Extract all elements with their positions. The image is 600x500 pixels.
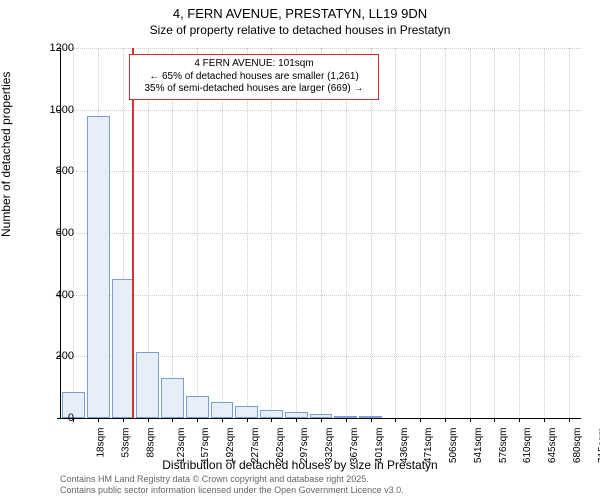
gridline-v	[321, 48, 322, 418]
ytick-label: 800	[34, 165, 74, 177]
annotation-box: 4 FERN AVENUE: 101sqm← 65% of detached h…	[129, 54, 379, 100]
xtick-mark	[172, 418, 173, 422]
gridline-v	[172, 48, 173, 418]
xtick-mark	[445, 418, 446, 422]
chart-subtitle: Size of property relative to detached ho…	[0, 23, 600, 41]
footer-attribution: Contains HM Land Registry data © Crown c…	[60, 474, 404, 497]
xtick-mark	[148, 418, 149, 422]
bar	[161, 378, 184, 418]
xtick-mark	[420, 418, 421, 422]
gridline-v	[247, 48, 248, 418]
bar	[136, 352, 159, 418]
bar	[211, 402, 234, 418]
footer-line2: Contains public sector information licen…	[60, 485, 404, 496]
gridline-v	[445, 48, 446, 418]
xtick-mark	[222, 418, 223, 422]
xtick-mark	[519, 418, 520, 422]
bar	[186, 396, 209, 418]
gridline-v	[569, 48, 570, 418]
xtick-mark	[247, 418, 248, 422]
bar	[260, 410, 283, 418]
ytick-label: 1200	[34, 42, 74, 54]
xtick-mark	[569, 418, 570, 422]
xtick-mark	[544, 418, 545, 422]
bar	[235, 406, 258, 418]
xtick-mark	[395, 418, 396, 422]
chart-container: 4, FERN AVENUE, PRESTATYN, LL19 9DN Size…	[0, 0, 600, 500]
xtick-mark	[346, 418, 347, 422]
xtick-mark	[371, 418, 372, 422]
bar	[112, 279, 135, 418]
gridline-v	[271, 48, 272, 418]
xtick-mark	[321, 418, 322, 422]
ytick-label: 0	[34, 412, 74, 424]
annotation-line: 35% of semi-detached houses are larger (…	[136, 83, 372, 96]
gridline-v	[296, 48, 297, 418]
xtick-mark	[98, 418, 99, 422]
annotation-line: ← 65% of detached houses are smaller (1,…	[136, 71, 372, 84]
xtick-label: 88sqm	[145, 428, 156, 458]
ytick-label: 1000	[34, 104, 74, 116]
gridline-v	[544, 48, 545, 418]
gridline-v	[395, 48, 396, 418]
x-axis-label: Distribution of detached houses by size …	[0, 458, 600, 472]
gridline-v	[371, 48, 372, 418]
gridline-v	[346, 48, 347, 418]
xtick-mark	[296, 418, 297, 422]
xtick-mark	[470, 418, 471, 422]
gridline-v	[197, 48, 198, 418]
ytick-label: 600	[34, 227, 74, 239]
ytick-label: 200	[34, 350, 74, 362]
xtick-mark	[271, 418, 272, 422]
chart-title: 4, FERN AVENUE, PRESTATYN, LL19 9DN	[0, 0, 600, 23]
reference-line	[132, 48, 134, 418]
xtick-mark	[123, 418, 124, 422]
plot-area: 18sqm53sqm88sqm123sqm157sqm192sqm227sqm2…	[60, 48, 580, 418]
annotation-line: 4 FERN AVENUE: 101sqm	[136, 58, 372, 71]
footer-line1: Contains HM Land Registry data © Crown c…	[60, 474, 404, 485]
y-axis-label: Number of detached properties	[0, 72, 13, 237]
gridline-v	[470, 48, 471, 418]
ytick-label: 400	[34, 289, 74, 301]
xtick-mark	[494, 418, 495, 422]
bar	[87, 116, 110, 418]
xtick-label: 53sqm	[121, 428, 132, 458]
plot: 18sqm53sqm88sqm123sqm157sqm192sqm227sqm2…	[60, 48, 581, 419]
gridline-v	[494, 48, 495, 418]
xtick-label: 18sqm	[96, 428, 107, 458]
gridline-v	[519, 48, 520, 418]
xtick-mark	[197, 418, 198, 422]
gridline-v	[222, 48, 223, 418]
gridline-v	[420, 48, 421, 418]
